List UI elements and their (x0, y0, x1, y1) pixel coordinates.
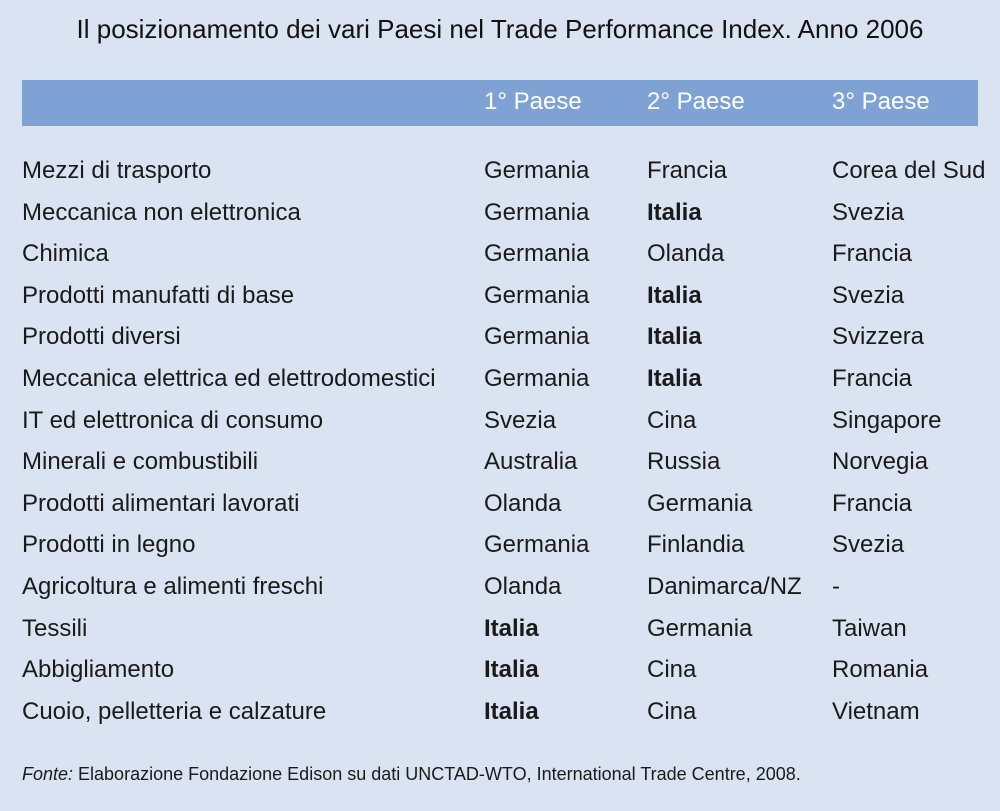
row-sector: IT ed elettronica di consumo (22, 406, 324, 434)
row-country-1: Germania (484, 281, 590, 309)
row-country-1: Italia (484, 656, 539, 684)
row-country-1: Italia (484, 697, 539, 725)
row-country-3: Norvegia (832, 448, 929, 476)
row-country-2: Russia (647, 448, 721, 476)
row-country-2: Danimarca/NZ (647, 573, 802, 600)
row-country-3: Vietnam (832, 697, 920, 725)
row-country-1: Germania (484, 323, 590, 351)
column-header-2: 2° Paese (647, 88, 745, 115)
row-country-3: Svezia (832, 281, 905, 309)
row-country-3: Svizzera (832, 323, 925, 351)
source-text: Elaborazione Fondazione Edison su dati U… (73, 764, 801, 784)
table-row: Minerali e combustibili Australia Russia No… (0, 448, 1000, 490)
row-country-2: Olanda (647, 240, 725, 268)
row-sector: Minerali e combustibili (22, 448, 259, 476)
row-country-2: Italia (647, 365, 702, 392)
row-country-1: Germania (484, 157, 590, 184)
source-label: Fonte: (22, 764, 74, 784)
table-row: Prodotti alimentari lavorati Olanda German… (0, 490, 1000, 532)
row-sector: Meccanica non elettronica (22, 198, 301, 226)
table-row: Cuoio, pelletteria e calzature Italia Cina… (0, 698, 1000, 740)
row-country-2: Italia (647, 198, 702, 226)
table-row: Prodotti manufatti di base Germania Italia… (0, 282, 1000, 324)
row-country-1: Olanda (484, 573, 562, 600)
row-country-3: Taiwan (832, 614, 907, 642)
row-country-1: Italia (484, 614, 539, 642)
row-country-3: Svezia (832, 198, 905, 226)
row-country-2: Italia (647, 323, 702, 351)
row-sector: Agricoltura e alimenti freschi (22, 573, 324, 600)
row-sector: Abbigliamento (22, 656, 175, 684)
table-row: Meccanica non elettronica Germania Italia S… (0, 199, 1000, 241)
row-country-2: Italia (647, 281, 702, 309)
table-row: Meccanica elettrica ed elettrodomestici G… (0, 365, 1000, 407)
row-country-2: Finlandia (647, 531, 745, 559)
row-country-2: Cina (647, 697, 697, 725)
row-country-3: Francia (832, 240, 913, 268)
row-sector: Prodotti diversi (22, 323, 181, 351)
source-note: Fonte: Elaborazione Fondazione Edison su… (22, 764, 801, 785)
row-country-1: Australia (484, 448, 578, 476)
table-row: Agricoltura e alimenti freschi Olanda Dani… (0, 573, 1000, 615)
row-country-3: Svezia (832, 531, 905, 559)
row-country-1: Germania (484, 365, 590, 392)
row-sector: Prodotti manufatti di base (22, 281, 295, 309)
table-header-band (22, 80, 978, 126)
row-sector: Tessili (22, 614, 88, 642)
table-title: Il posizionamento dei vari Paesi nel Tra… (76, 14, 924, 44)
table-row: Prodotti diversi Germania Italia Svizzera (0, 323, 1000, 365)
row-country-3: Corea del Sud (832, 157, 986, 184)
row-country-3: - (832, 573, 840, 600)
row-country-3: Francia (832, 365, 913, 392)
row-sector: Prodotti alimentari lavorati (22, 489, 300, 517)
row-country-1: Olanda (484, 489, 562, 517)
table-row: IT ed elettronica di consumo Svezia Cina Si… (0, 407, 1000, 449)
row-country-1: Germania (484, 531, 590, 559)
table-row: Tessili Italia Germania Taiwan (0, 615, 1000, 657)
row-sector: Cuoio, pelletteria e calzature (22, 697, 327, 725)
row-country-1: Svezia (484, 406, 557, 434)
column-header-3: 3° Paese (832, 88, 930, 115)
table-row: Mezzi di trasporto Germania Francia Corea d… (0, 157, 1000, 199)
table-row: Prodotti in legno Germania Finlandia Svezia (0, 531, 1000, 573)
row-country-1: Germania (484, 240, 590, 268)
table-row: Chimica Germania Olanda Francia (0, 240, 1000, 282)
row-country-3: Romania (832, 656, 929, 684)
row-sector: Chimica (22, 240, 109, 268)
row-country-2: Cina (647, 406, 697, 434)
row-country-1: Germania (484, 198, 590, 226)
row-sector: Meccanica elettrica ed elettrodomestici (22, 365, 436, 392)
row-country-2: Francia (647, 157, 728, 184)
row-country-2: Germania (647, 614, 753, 642)
row-sector: Prodotti in legno (22, 531, 196, 559)
row-country-2: Cina (647, 656, 697, 684)
column-header-1: 1° Paese (484, 88, 582, 115)
row-sector: Mezzi di trasporto (22, 157, 212, 184)
row-country-3: Singapore (832, 406, 942, 434)
row-country-3: Francia (832, 489, 913, 517)
row-country-2: Germania (647, 489, 753, 517)
table-row: Abbigliamento Italia Cina Romania (0, 656, 1000, 698)
